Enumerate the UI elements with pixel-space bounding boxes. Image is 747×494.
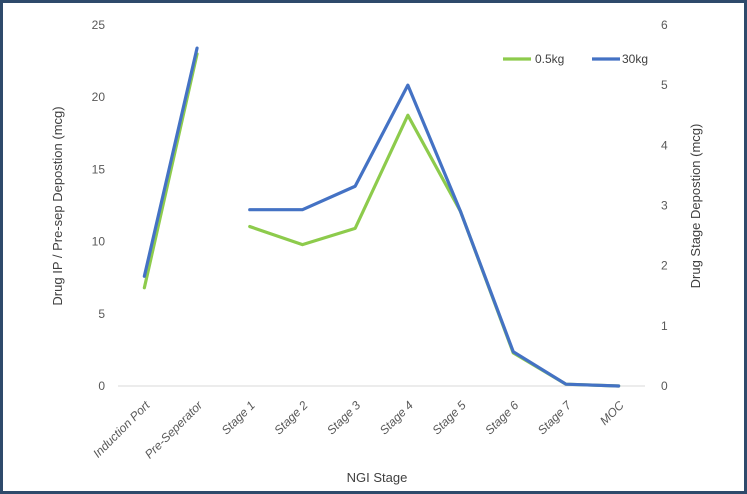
left-tick-label-4: 20 (92, 90, 106, 104)
legend: 0.5kg 30kg (503, 52, 648, 66)
right-tick-label-0: 0 (661, 379, 668, 393)
left-tick-label-0: 0 (98, 379, 105, 393)
right-tick-label-5: 5 (661, 78, 668, 92)
left-tick-label-3: 15 (92, 162, 106, 176)
x-tick-label-6: Stage 5 (430, 398, 469, 437)
series-layer (142, 46, 621, 388)
series-line-1-right (248, 83, 621, 388)
x-tick-label-3: Stage 2 (271, 398, 310, 437)
right-tick-label-2: 2 (661, 259, 668, 273)
x-tick-label-1: Pre-Seperator (142, 398, 206, 462)
x-tick-label-2: Stage 1 (219, 398, 258, 437)
left-tick-label-5: 25 (92, 18, 106, 32)
x-tick-label-5: Stage 4 (377, 398, 416, 437)
right-tick-label-3: 3 (661, 199, 668, 213)
left-tick-label-2: 10 (92, 235, 106, 249)
series-line-0-right (248, 113, 621, 388)
left-tick-label-1: 5 (98, 307, 105, 321)
legend-label-0: 0.5kg (535, 52, 564, 66)
series-line-1-left (142, 46, 199, 278)
y-axis-title-right: Drug Stage Depostion (mcg) (688, 124, 703, 289)
legend-label-1: 30kg (622, 52, 648, 66)
left-axis-ticks: 0 5 10 15 20 25 (92, 18, 106, 393)
x-tick-label-4: Stage 3 (324, 398, 363, 437)
x-tick-label-8: Stage 7 (535, 397, 575, 437)
x-axis-title: NGI Stage (347, 470, 408, 485)
x-tick-label-9: MOC (597, 398, 627, 428)
y-axis-title-left: Drug IP / Pre-sep Depostion (mcg) (50, 106, 65, 305)
x-tick-label-7: Stage 6 (482, 398, 521, 437)
right-tick-label-1: 1 (661, 319, 668, 333)
right-axis-ticks: 0 1 2 3 4 5 6 (661, 18, 668, 393)
right-tick-label-6: 6 (661, 18, 668, 32)
right-tick-label-4: 4 (661, 138, 668, 152)
